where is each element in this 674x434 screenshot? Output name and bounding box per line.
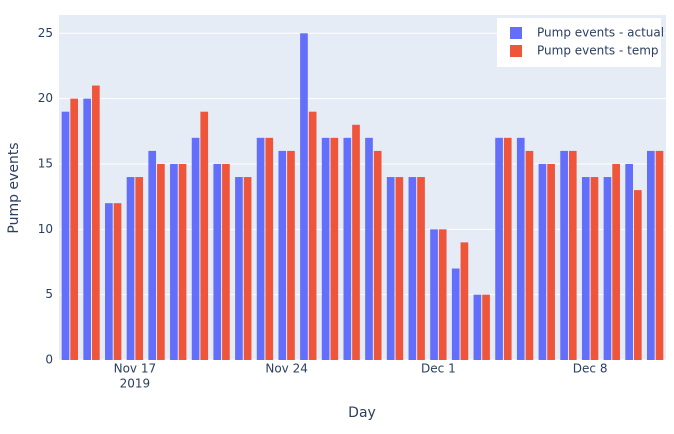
y-tick-label: 5 — [45, 287, 53, 301]
legend-swatch — [510, 45, 522, 57]
bar — [287, 150, 295, 360]
bar — [170, 163, 178, 360]
bar — [430, 229, 438, 360]
y-tick-label: 20 — [38, 91, 53, 105]
bar — [256, 137, 265, 360]
bar — [92, 85, 100, 361]
x-axis-title: Day — [348, 405, 376, 421]
legend-swatch — [510, 27, 522, 39]
bar — [157, 163, 165, 360]
y-tick-label: 10 — [38, 222, 53, 236]
bar — [386, 177, 395, 360]
bar — [105, 203, 113, 360]
bar — [278, 150, 287, 360]
bar — [352, 124, 360, 360]
bar — [633, 190, 642, 360]
bar — [495, 137, 503, 360]
x-tick-label: Dec 1 — [421, 362, 456, 376]
bar — [655, 150, 664, 360]
bar — [482, 294, 490, 360]
bar — [547, 163, 555, 360]
bar — [300, 33, 308, 360]
legend-label: Pump events - actual — [537, 26, 664, 40]
bar — [265, 137, 274, 360]
bar — [83, 98, 92, 361]
bar — [646, 150, 655, 360]
bar — [148, 150, 157, 360]
bar — [581, 177, 590, 360]
bar — [365, 137, 373, 360]
bar — [408, 177, 417, 360]
bar — [222, 163, 230, 360]
bar — [473, 294, 482, 360]
bar — [135, 177, 144, 360]
x-tick-label: Nov 24 — [265, 362, 308, 376]
bar — [538, 163, 547, 360]
bar — [603, 177, 612, 360]
bar — [178, 163, 187, 360]
legend-label: Pump events - temp — [537, 44, 659, 58]
bar — [438, 229, 447, 360]
bar — [308, 111, 317, 360]
bar — [451, 268, 460, 360]
bar — [200, 111, 209, 360]
bar — [395, 177, 404, 360]
bar — [625, 163, 633, 360]
bar — [590, 177, 599, 360]
bar — [213, 163, 222, 360]
y-tick-label: 0 — [45, 353, 53, 367]
bar — [612, 163, 620, 360]
bar — [516, 137, 525, 360]
x-tick-year: 2019 — [120, 377, 151, 391]
bar — [235, 177, 243, 360]
y-axis-title: Pump events — [6, 142, 22, 233]
x-tick-label: Nov 17 — [114, 362, 157, 376]
bar — [330, 137, 339, 360]
bar — [373, 150, 382, 360]
bar — [70, 98, 79, 361]
bar — [113, 203, 122, 360]
y-tick-label: 25 — [38, 26, 53, 40]
bar — [568, 150, 577, 360]
bar — [525, 150, 534, 360]
bar — [343, 137, 352, 360]
bar — [61, 111, 70, 360]
bar — [560, 150, 568, 360]
x-tick-label: Dec 8 — [573, 362, 608, 376]
legend-box — [497, 18, 661, 67]
bar — [503, 137, 512, 360]
y-tick-label: 15 — [38, 156, 53, 170]
bar — [243, 177, 252, 360]
bar — [417, 177, 425, 360]
bar — [126, 177, 135, 360]
bar — [460, 242, 469, 360]
bar — [191, 137, 200, 360]
bar — [321, 137, 330, 360]
